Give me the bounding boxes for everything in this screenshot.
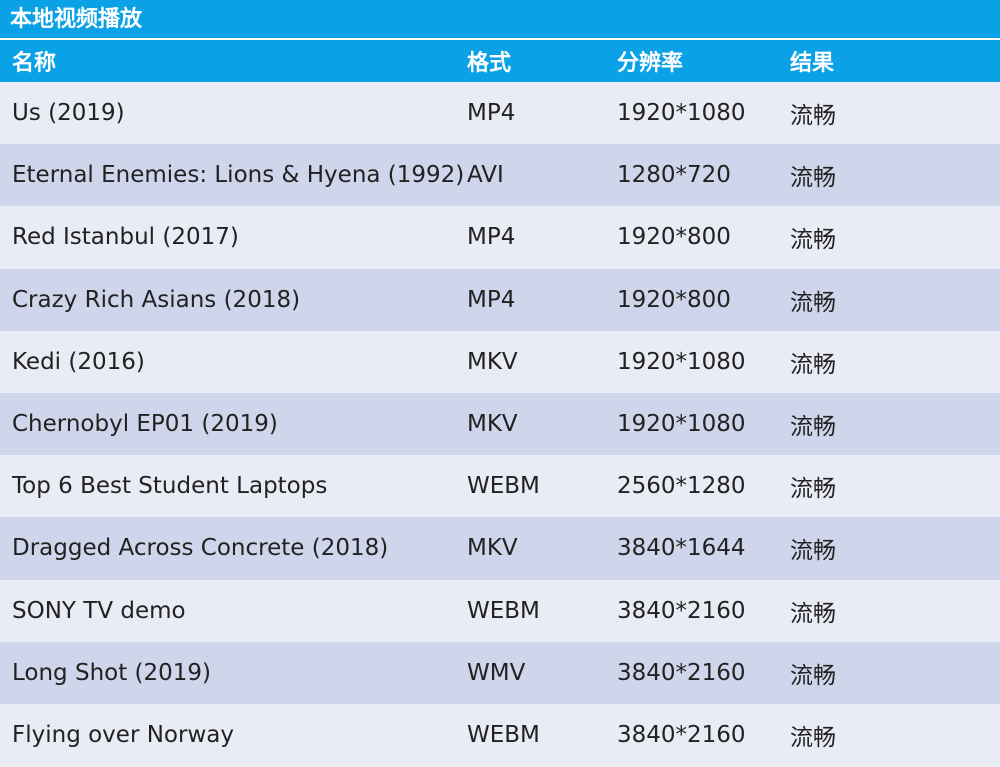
table-cell: 1920*800 [617, 224, 731, 251]
table-cell: 流畅 [790, 165, 836, 192]
table-row: Crazy Rich Asians (2018) MP4 1920*800 流畅 [0, 268, 1000, 331]
table-cell: 流畅 [790, 662, 836, 689]
table-cell: MKV [467, 535, 518, 562]
table-cell: SONY TV demo [12, 597, 186, 624]
table-cell: Dragged Across Concrete (2018) [12, 535, 389, 562]
table-row: Kedi (2016) MKV 1920*1080 流畅 [0, 330, 1000, 393]
table-row: Flying over Norway WEBM 3840*2160 流畅 [0, 703, 1000, 767]
table-cell: MP4 [467, 286, 516, 313]
table-cell: Long Shot (2019) [12, 659, 212, 686]
table-cell: 流畅 [790, 414, 836, 441]
table-cell: Top 6 Best Student Laptops [12, 473, 328, 500]
table-cell: 流畅 [790, 724, 836, 751]
table-cell: Red Istanbul (2017) [12, 224, 239, 251]
title-bar: 本地视频播放 [0, 0, 1000, 40]
table-cell: 3840*2160 [617, 721, 746, 748]
table-cell: 流畅 [790, 227, 836, 254]
table-row: Top 6 Best Student Laptops WEBM 2560*1280 流… [0, 455, 1000, 518]
table-cell: 1920*800 [617, 286, 731, 313]
table-row: Us (2019) MP4 1920*1080 流畅 [0, 82, 1000, 145]
table-row: Chernobyl EP01 (2019) MKV 1920*1080 流畅 [0, 392, 1000, 456]
table: 名称 格式 分辨率 结果 Us (2019) MP4 1920*1080 流畅 Eternal … [0, 40, 1000, 767]
table-cell: Flying over Norway [12, 721, 234, 748]
table-cell: MKV [467, 348, 518, 375]
table-cell: WEBM [467, 721, 540, 748]
header-cell: 结果 [790, 51, 835, 76]
table-cell: MKV [467, 411, 518, 438]
header-cell: 名称 [12, 51, 57, 76]
table-cell: 1920*1080 [617, 100, 746, 127]
table-cell: MP4 [467, 100, 516, 127]
table-cell: Us (2019) [12, 100, 125, 127]
table-cell: 1920*1080 [617, 411, 746, 438]
table-cell: 1280*720 [617, 162, 731, 189]
table-row: Eternal Enemies: Lions & Hyena (1992) AVI… [0, 144, 1000, 207]
table-cell: 流畅 [790, 103, 836, 130]
header-row: 名称 格式 分辨率 结果 [0, 40, 1000, 82]
table-cell: WMV [467, 659, 526, 686]
table-cell: 3840*2160 [617, 659, 746, 686]
table-row: SONY TV demo WEBM 3840*2160 流畅 [0, 579, 1000, 642]
header-cell: 格式 [467, 51, 512, 76]
table-cell: AVI [467, 162, 504, 189]
table-row: Red Istanbul (2017) MP4 1920*800 流畅 [0, 206, 1000, 269]
table-cell: Crazy Rich Asians (2018) [12, 286, 301, 313]
table-cell: Eternal Enemies: Lions & Hyena (1992) [12, 162, 465, 189]
table-cell: 流畅 [790, 600, 836, 627]
table-cell: 2560*1280 [617, 473, 746, 500]
table-row: Long Shot (2019) WMV 3840*2160 流畅 [0, 641, 1000, 704]
table-cell: 流畅 [790, 351, 836, 378]
table-cell: 3840*1644 [617, 535, 746, 562]
table-cell: Kedi (2016) [12, 348, 145, 375]
table-cell: WEBM [467, 597, 540, 624]
table-cell: Chernobyl EP01 (2019) [12, 411, 278, 438]
header-cell: 分辨率 [617, 51, 684, 76]
table-row: Dragged Across Concrete (2018) MKV 3840*16… [0, 517, 1000, 580]
table-cell: 3840*2160 [617, 597, 746, 624]
table-cell: WEBM [467, 473, 540, 500]
table-cell: 流畅 [790, 289, 836, 316]
table-cell: 流畅 [790, 476, 836, 503]
table-cell: 1920*1080 [617, 348, 746, 375]
table-cell: 流畅 [790, 538, 836, 565]
table-cell: MP4 [467, 224, 516, 251]
